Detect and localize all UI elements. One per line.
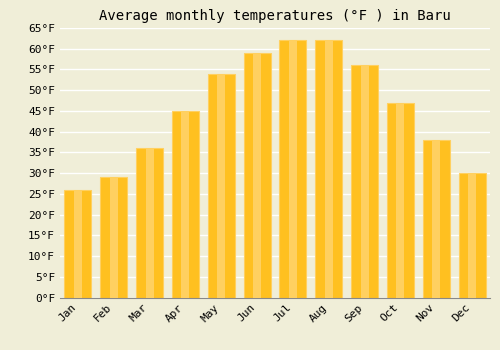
Bar [423, 140, 450, 298]
Bar [432, 140, 440, 298]
Bar [110, 177, 118, 298]
Title: Average monthly temperatures (°F ) in Baru: Average monthly temperatures (°F ) in Ba… [99, 9, 451, 23]
Bar [64, 190, 92, 298]
Bar [136, 148, 163, 298]
Bar [351, 65, 378, 298]
Bar [208, 74, 234, 298]
Bar [74, 190, 82, 298]
Bar [289, 41, 297, 298]
Bar [280, 41, 306, 298]
Bar [172, 111, 199, 298]
Bar [360, 65, 368, 298]
Bar [182, 111, 190, 298]
Bar [387, 103, 414, 298]
Bar [146, 148, 154, 298]
Bar [100, 177, 127, 298]
Bar [458, 173, 485, 298]
Bar [253, 53, 261, 298]
Bar [244, 53, 270, 298]
Bar [324, 41, 333, 298]
Bar [468, 173, 476, 298]
Bar [396, 103, 404, 298]
Bar [217, 74, 226, 298]
Bar [316, 41, 342, 298]
